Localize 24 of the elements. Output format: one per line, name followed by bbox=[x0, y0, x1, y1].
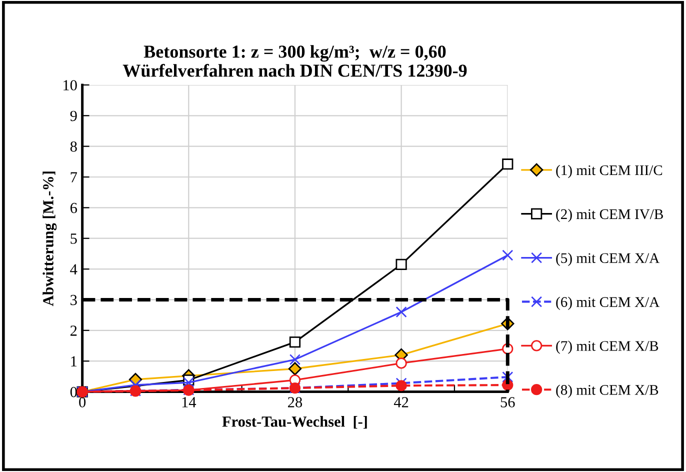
x-tick-label: 42 bbox=[394, 397, 408, 408]
x-tick-label: 56 bbox=[500, 397, 515, 408]
chart-title: Betonsorte 1: z = 300 kg/m³; w/z = 0,60 Würfelverfahren nach DIN CEN/TS 12390-9 bbox=[122, 45, 467, 77]
y-tick-label: 1 bbox=[71, 356, 77, 366]
legend-label: (5) mit CEM X/A bbox=[556, 252, 660, 266]
legend-label: (7) mit CEM X/B bbox=[556, 340, 658, 354]
y-tick-label: 8 bbox=[70, 141, 77, 152]
y-tick-label: 7 bbox=[70, 172, 78, 182]
x-tick-label: 14 bbox=[182, 397, 196, 408]
y-axis-title: Abwitterung [M.-%] bbox=[42, 172, 57, 306]
y-tick-label: 6 bbox=[70, 202, 78, 214]
x-tick-label: 28 bbox=[288, 397, 302, 408]
y-tick-label: 2 bbox=[70, 326, 77, 336]
legend-label: (2) mit CEM IV/B bbox=[556, 208, 663, 222]
legend-label: (8) mit CEM X/B bbox=[556, 384, 658, 398]
y-tick-label: 9 bbox=[70, 110, 77, 122]
y-tick-label: 10 bbox=[64, 80, 77, 90]
y-tick-label: 5 bbox=[70, 234, 77, 244]
legend-label: (1) mit CEM III/C bbox=[556, 164, 662, 178]
x-axis-title: Frost-Tau-Wechsel [-] bbox=[222, 416, 367, 429]
y-tick-label: 3 bbox=[70, 294, 77, 306]
x-tick-label: 0 bbox=[79, 397, 86, 408]
y-tick-label: 4 bbox=[70, 264, 78, 274]
legend-label: (6) mit CEM X/A bbox=[556, 296, 660, 310]
